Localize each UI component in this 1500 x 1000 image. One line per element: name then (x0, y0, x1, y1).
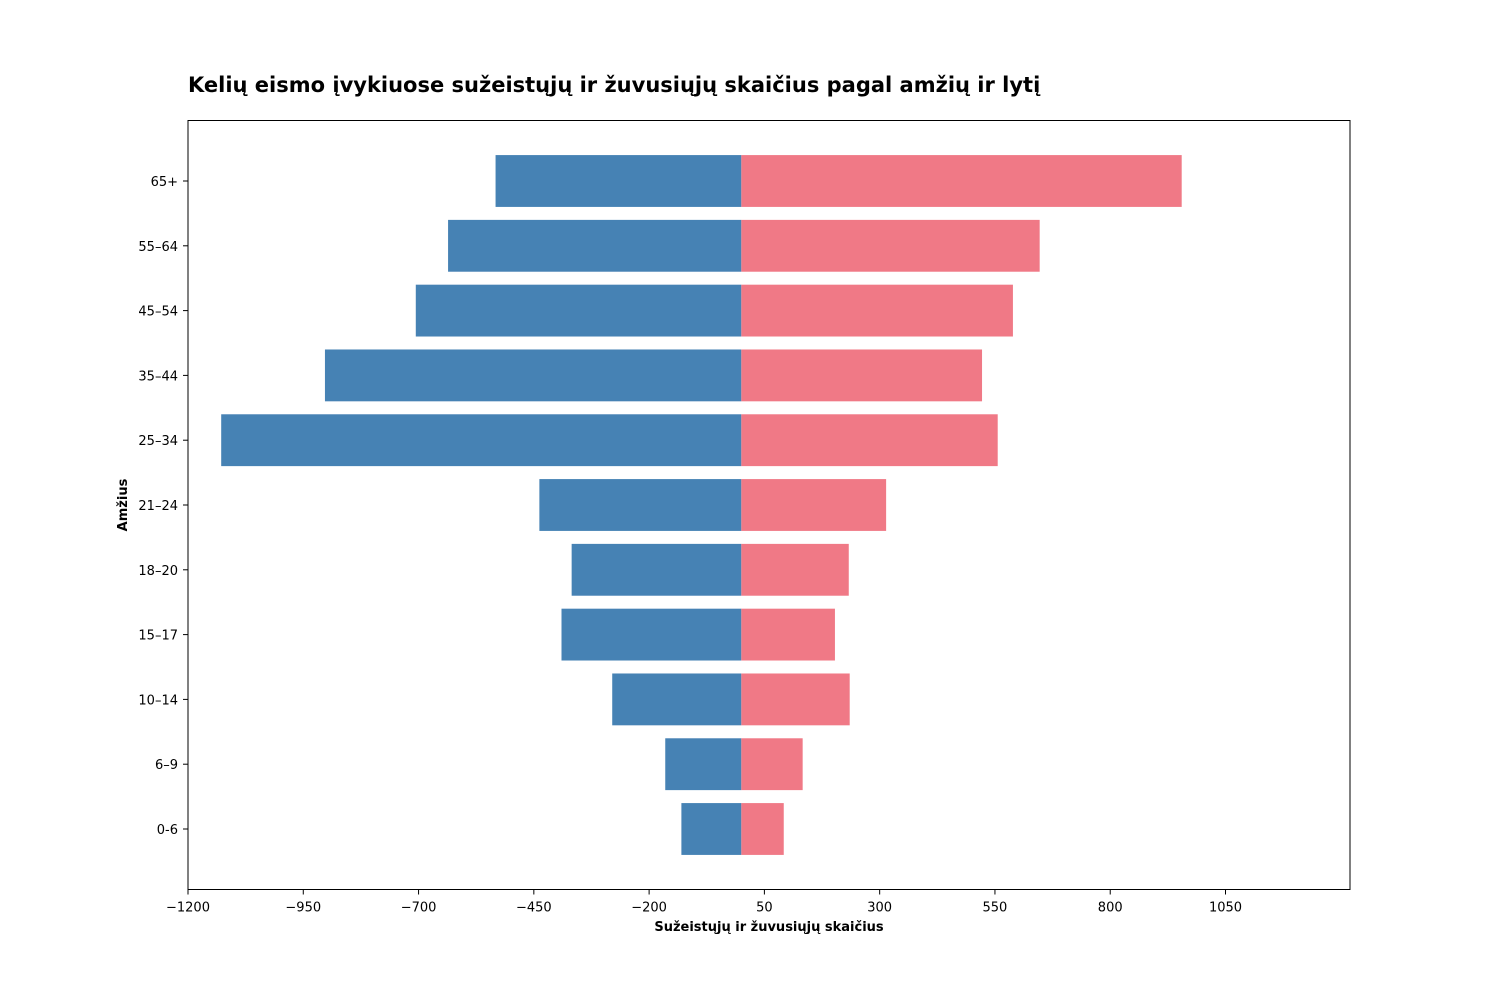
y-tick-label: 25–34 (138, 434, 178, 449)
bar-left-18–20 (571, 543, 742, 596)
y-tick-label: 55–64 (138, 240, 178, 255)
bar-right-35–44 (741, 349, 983, 402)
bar-right-15–17 (741, 608, 835, 661)
x-tick-label: −450 (516, 901, 552, 916)
x-tick-label: 1050 (1209, 901, 1242, 916)
y-tick-label: 6–9 (155, 758, 178, 773)
bar-right-18–20 (741, 543, 849, 596)
bar-left-55–64 (448, 219, 742, 272)
x-tick-label: 800 (1098, 901, 1123, 916)
x-tick-label: 50 (756, 901, 773, 916)
bar-left-6–9 (665, 738, 742, 791)
y-tick-label: 15–17 (138, 629, 178, 644)
bar-right-25–34 (741, 414, 998, 467)
bar-right-10–14 (741, 673, 850, 726)
bar-left-35–44 (324, 349, 742, 402)
bar-left-10–14 (612, 673, 742, 726)
bar-right-6–9 (741, 738, 803, 791)
bar-right-21–24 (741, 479, 887, 531)
y-tick-label: 18–20 (138, 564, 178, 579)
chart-title: Kelių eismo įvykiuose sužeistųjų ir žuvu… (188, 73, 1041, 97)
bar-right-65+ (741, 155, 1182, 207)
x-axis-label: Sužeistųjų ir žuvusiųjų skaičius (654, 920, 884, 935)
y-tick-label: 0-6 (157, 823, 178, 838)
y-tick-label: 21–24 (138, 499, 178, 514)
bar-left-65+ (495, 155, 742, 207)
bar-right-45–54 (741, 284, 1013, 337)
bar-right-0-6 (741, 803, 784, 855)
y-tick-label: 65+ (151, 175, 178, 190)
y-axis-label: Amžius (116, 478, 131, 531)
x-tick-label: −1200 (166, 901, 210, 916)
bar-right-55–64 (741, 219, 1040, 272)
y-tick-label: 10–14 (138, 693, 178, 708)
x-axis-ticks: −1200 −950 −700 −450 −200 50 300 550 800 1050 (166, 889, 1242, 916)
x-tick-label: −950 (285, 901, 321, 916)
bars-group (221, 155, 1182, 855)
x-tick-label: 550 (983, 901, 1008, 916)
y-tick-label: 45–54 (138, 305, 178, 320)
bar-left-21–24 (539, 479, 742, 531)
bar-left-15–17 (561, 608, 742, 661)
x-tick-label: −700 (401, 901, 437, 916)
y-tick-label: 35–44 (138, 369, 178, 384)
bar-left-0-6 (681, 803, 742, 855)
bar-left-45–54 (415, 284, 742, 337)
x-tick-label: −200 (631, 901, 667, 916)
y-axis-ticks: 0-6 6–9 10–14 15–17 18–20 21–24 25–34 35–44 45–5… (138, 175, 188, 838)
bar-left-25–34 (221, 414, 742, 467)
x-tick-label: 300 (867, 901, 892, 916)
